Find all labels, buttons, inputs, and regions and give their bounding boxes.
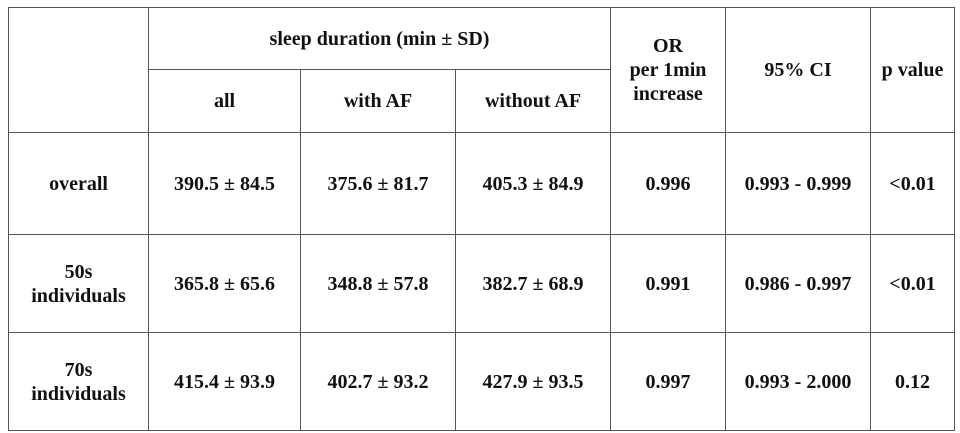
data-cell: 390.5 ± 84.5 xyxy=(148,132,301,235)
label-line: 70s xyxy=(64,358,93,381)
data-cell: 382.7 ± 68.9 xyxy=(455,234,611,333)
row-label: overall xyxy=(8,132,149,235)
header-line: increase xyxy=(633,83,703,105)
corner-cell xyxy=(8,7,149,133)
data-cell: <0.01 xyxy=(870,234,955,333)
header-row: sleep duration (min ± SD) OR per 1min in… xyxy=(8,7,955,133)
data-cell: 0.993 - 2.000 xyxy=(725,332,871,431)
data-row: overall 390.5 ± 84.5 375.6 ± 81.7 405.3 ± 8… xyxy=(8,132,955,235)
data-cell: 0.996 xyxy=(610,132,726,235)
sub-header: all xyxy=(148,69,301,133)
header-line: OR xyxy=(653,35,683,57)
label-line: individuals xyxy=(31,382,126,405)
data-cell: 415.4 ± 93.9 xyxy=(148,332,301,431)
results-table: sleep duration (min ± SD) OR per 1min in… xyxy=(8,7,955,431)
label-line: individuals xyxy=(31,284,126,307)
sub-header: without AF xyxy=(455,69,611,133)
or-header: OR per 1min increase xyxy=(610,7,726,133)
data-cell: 0.991 xyxy=(610,234,726,333)
p-header: p value xyxy=(870,7,955,133)
label-line: overall xyxy=(49,172,108,195)
data-cell: 348.8 ± 57.8 xyxy=(300,234,456,333)
data-cell: 405.3 ± 84.9 xyxy=(455,132,611,235)
label-line: 50s xyxy=(64,260,93,283)
data-cell: 0.993 - 0.999 xyxy=(725,132,871,235)
data-cell: 375.6 ± 81.7 xyxy=(300,132,456,235)
row-label: 70s individuals xyxy=(8,332,149,431)
data-cell: 365.8 ± 65.6 xyxy=(148,234,301,333)
data-row: 50s individuals 365.8 ± 65.6 348.8 ± 57.8 38… xyxy=(8,234,955,333)
data-cell: <0.01 xyxy=(870,132,955,235)
data-cell: 0.986 - 0.997 xyxy=(725,234,871,333)
group-header: sleep duration (min ± SD) xyxy=(148,7,611,70)
data-cell: 0.997 xyxy=(610,332,726,431)
header-line: per 1min xyxy=(629,59,707,81)
data-cell: 402.7 ± 93.2 xyxy=(300,332,456,431)
subheader-row: all with AF without AF xyxy=(9,69,955,133)
data-row: 70s individuals 415.4 ± 93.9 402.7 ± 93.2 42… xyxy=(8,332,955,431)
sub-header: with AF xyxy=(300,69,456,133)
data-cell: 0.12 xyxy=(870,332,955,431)
data-cell: 427.9 ± 93.5 xyxy=(455,332,611,431)
ci-header: 95% CI xyxy=(725,7,871,133)
row-label: 50s individuals xyxy=(8,234,149,333)
